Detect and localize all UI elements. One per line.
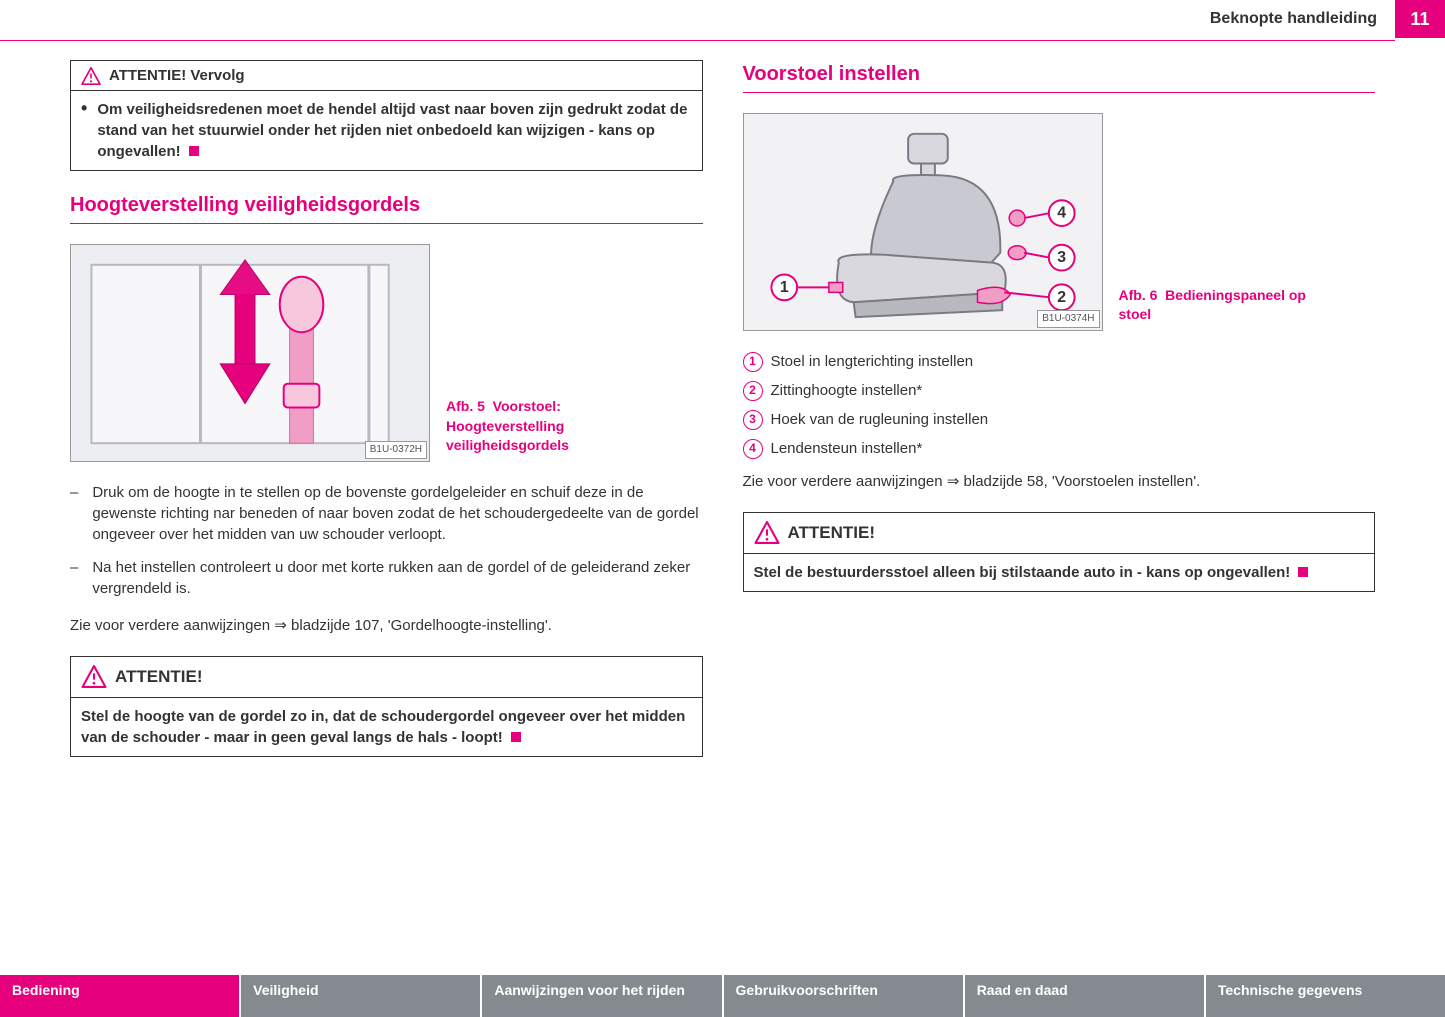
numbered-item-text: Zittinghoogte instellen*	[771, 380, 923, 401]
warning-body: • Om veiligheidsredenen moet de hendel a…	[71, 91, 702, 170]
figure-caption-prefix: Afb. 5	[446, 398, 485, 414]
arrow-icon: ⇒	[947, 473, 960, 490]
circled-number-icon: 4	[743, 439, 763, 459]
section-rule	[70, 223, 703, 224]
numbered-item-text: Lendensteun instellen*	[771, 438, 923, 459]
figure-row-seatbelt: B1U-0372H Afb. 5 Voorstoel: Hoogteverste…	[70, 244, 703, 462]
figure-row-seat: 1 2 3 4 B1U-0374H Afb. 6 Bedieni	[743, 113, 1376, 331]
instruction-list: – Druk om de hoogte in te stellen op de …	[70, 482, 703, 599]
dash-icon: –	[70, 482, 78, 545]
reference-line: Zie voor verdere aanwijzingen ⇒ bladzijd…	[70, 615, 703, 636]
warning-body: Stel de bestuurdersstoel alleen bij stil…	[744, 554, 1375, 591]
end-marker-icon	[1298, 567, 1308, 577]
reference-line: Zie voor verdere aanwijzingen ⇒ bladzijd…	[743, 471, 1376, 492]
instruction-item: – Druk om de hoogte in te stellen op de …	[70, 482, 703, 545]
numbered-item: 1 Stoel in lengterichting instellen	[743, 351, 1376, 372]
figure-code-label: B1U-0374H	[1037, 310, 1099, 328]
section-rule	[743, 92, 1376, 93]
content-columns: ATTENTIE! Vervolg • Om veiligheidsredene…	[70, 60, 1375, 947]
ref-prefix: Zie voor verdere aanwijzingen	[70, 617, 274, 634]
warning-title: ATTENTIE! Vervolg	[109, 65, 245, 86]
numbered-item: 4 Lendensteun instellen*	[743, 438, 1376, 459]
figure-seatbelt: B1U-0372H	[70, 244, 430, 462]
warning-title: ATTENTIE!	[115, 665, 203, 689]
ref-suffix: bladzijde 58, 'Voorstoelen instellen'.	[959, 473, 1200, 490]
header-section-title: Beknopte handleiding	[1192, 0, 1395, 38]
svg-text:4: 4	[1057, 205, 1066, 222]
end-marker-icon	[189, 146, 199, 156]
footer-tabs: Bediening Veiligheid Aanwijzingen voor h…	[0, 975, 1445, 1017]
svg-text:1: 1	[779, 279, 788, 296]
numbered-item-text: Hoek van de rugleuning instellen	[771, 409, 989, 430]
figure-caption-seatbelt: Afb. 5 Voorstoel: Hoogteverstelling veil…	[446, 397, 646, 462]
warning-box-seatbelt: ATTENTIE! Stel de hoogte van de gordel z…	[70, 656, 703, 757]
warning-triangle-icon	[754, 521, 780, 544]
warning-triangle-icon	[81, 665, 107, 688]
warning-header: ATTENTIE! Vervolg	[71, 61, 702, 91]
bullet-icon: •	[81, 99, 87, 162]
footer-tab-gebruikvoorschriften[interactable]: Gebruikvoorschriften	[724, 975, 965, 1017]
warning-header: ATTENTIE!	[744, 513, 1375, 554]
footer-tab-technische[interactable]: Technische gegevens	[1206, 975, 1445, 1017]
warning-header: ATTENTIE!	[71, 657, 702, 698]
numbered-item-text: Stoel in lengterichting instellen	[771, 351, 974, 372]
figure-code-label: B1U-0372H	[365, 441, 427, 459]
svg-text:3: 3	[1057, 249, 1066, 266]
page-number: 11	[1395, 0, 1445, 38]
instruction-text: Druk om de hoogte in te stellen op de bo…	[92, 482, 702, 545]
warning-box-seat: ATTENTIE! Stel de bestuurdersstoel allee…	[743, 512, 1376, 592]
ref-suffix: bladzijde 107, 'Gordelhoogte-instelling'…	[287, 617, 552, 634]
seatbelt-illustration	[71, 245, 429, 461]
warning-body-text: Om veiligheidsredenen moet de hendel alt…	[97, 101, 687, 160]
numbered-list: 1 Stoel in lengterichting instellen 2 Zi…	[743, 351, 1376, 459]
figure-caption-prefix: Afb. 6	[1119, 287, 1158, 303]
footer-tab-raad[interactable]: Raad en daad	[965, 975, 1206, 1017]
numbered-item: 3 Hoek van de rugleuning instellen	[743, 409, 1376, 430]
header-rule	[0, 40, 1395, 41]
section-heading-seatbelt: Hoogteverstelling veiligheidsgordels	[70, 191, 703, 219]
section-heading-seat: Voorstoel instellen	[743, 60, 1376, 88]
warning-box-continued: ATTENTIE! Vervolg • Om veiligheidsredene…	[70, 60, 703, 171]
warning-title: ATTENTIE!	[788, 521, 876, 545]
end-marker-icon	[511, 732, 521, 742]
seat-illustration: 1 2 3 4	[744, 114, 1102, 330]
instruction-text: Na het instellen controleert u door met …	[92, 557, 702, 599]
arrow-icon: ⇒	[274, 617, 287, 634]
figure-seat: 1 2 3 4 B1U-0374H	[743, 113, 1103, 331]
circled-number-icon: 3	[743, 410, 763, 430]
svg-text:2: 2	[1057, 289, 1066, 306]
footer-tab-veiligheid[interactable]: Veiligheid	[241, 975, 482, 1017]
warning-body: Stel de hoogte van de gordel zo in, dat …	[71, 698, 702, 756]
right-column: Voorstoel instellen	[743, 60, 1376, 947]
circled-number-icon: 2	[743, 381, 763, 401]
circled-number-icon: 1	[743, 352, 763, 372]
warning-triangle-icon	[81, 67, 101, 85]
warning-body-text: Stel de hoogte van de gordel zo in, dat …	[81, 708, 685, 746]
figure-caption-seat: Afb. 6 Bedieningspaneel op stoel	[1119, 286, 1319, 331]
left-column: ATTENTIE! Vervolg • Om veiligheidsredene…	[70, 60, 703, 947]
footer-tab-aanwijzingen[interactable]: Aanwijzingen voor het rijden	[482, 975, 723, 1017]
instruction-item: – Na het instellen controleert u door me…	[70, 557, 703, 599]
numbered-item: 2 Zittinghoogte instellen*	[743, 380, 1376, 401]
warning-body-text: Stel de bestuurdersstoel alleen bij stil…	[754, 564, 1291, 581]
dash-icon: –	[70, 557, 78, 599]
footer-tab-bediening[interactable]: Bediening	[0, 975, 241, 1017]
page-header: Beknopte handleiding 11	[1192, 0, 1445, 38]
ref-prefix: Zie voor verdere aanwijzingen	[743, 473, 947, 490]
